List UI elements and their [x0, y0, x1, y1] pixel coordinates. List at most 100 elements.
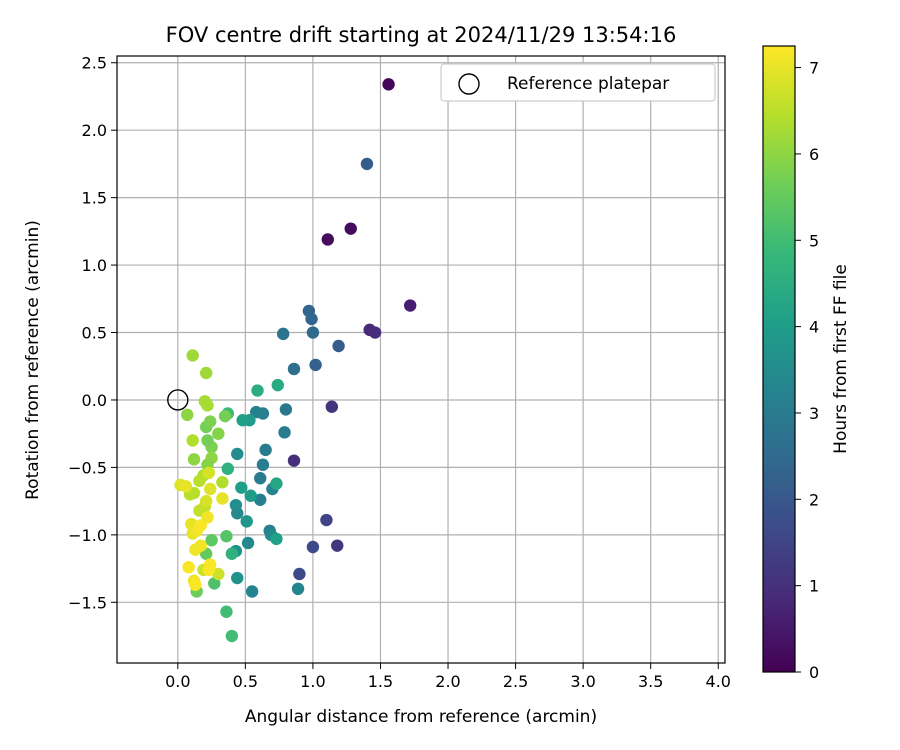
- data-point: [287, 362, 301, 376]
- data-point: [199, 366, 213, 380]
- data-point: [216, 492, 229, 505]
- x-tick-label: 3.5: [638, 672, 663, 691]
- plot-frame: [116, 55, 726, 664]
- grid-lines: [117, 56, 725, 663]
- colorbar-frame: [762, 45, 796, 673]
- y-tick-label: 0.5: [82, 324, 107, 343]
- data-point: [360, 157, 374, 171]
- x-tick-label: 4.0: [706, 672, 731, 691]
- colorbar-tick-label: 0: [809, 663, 819, 682]
- y-tick-label: 2.0: [82, 121, 107, 140]
- x-tick-label: 3.0: [570, 672, 595, 691]
- data-point: [218, 409, 232, 423]
- data-point: [251, 384, 264, 397]
- data-point: [212, 567, 225, 581]
- colorbar-tick-label: 3: [809, 404, 819, 423]
- y-tick-label: −1.0: [68, 526, 107, 545]
- legend-label-reference: Reference platepar: [507, 74, 669, 94]
- data-point: [189, 578, 202, 591]
- data-point: [220, 605, 233, 618]
- data-point: [331, 539, 344, 552]
- data-point: [187, 453, 201, 466]
- colorbar-tick-label: 2: [809, 490, 819, 509]
- plot-area: 0.0 0.5 1.0 1.5 2.0 2.5 3.0 3.5 4.0 −1.5 −1.0 −0.5…: [68, 54, 731, 691]
- x-tick-label: 0.5: [233, 672, 258, 691]
- data-point: [201, 399, 214, 412]
- data-point: [287, 454, 301, 467]
- data-point: [245, 585, 259, 598]
- plot-background: [117, 56, 725, 663]
- x-tick-label: 2.5: [503, 672, 528, 691]
- data-point: [306, 540, 320, 554]
- data-point: [205, 534, 218, 547]
- data-point: [193, 474, 206, 488]
- data-point: [344, 222, 357, 235]
- colorbar: 0 1 2 3 4 5 6 7 Hours from first FF file: [762, 45, 851, 682]
- x-axis-ticks: 0.0 0.5 1.0 1.5 2.0 2.5 3.0 3.5 4.0: [165, 663, 731, 691]
- data-point: [182, 561, 195, 574]
- data-point: [201, 434, 214, 447]
- x-tick-label: 2.0: [435, 672, 460, 691]
- data-point: [305, 312, 318, 326]
- data-point: [231, 447, 244, 461]
- data-point: [309, 358, 322, 372]
- data-point: [270, 532, 283, 546]
- data-point: [325, 400, 339, 413]
- data-point: [229, 498, 243, 512]
- data-point: [244, 489, 257, 502]
- colorbar-tick-label: 4: [809, 318, 819, 337]
- data-point: [241, 536, 255, 550]
- x-tick-label: 1.5: [368, 672, 393, 691]
- data-point: [306, 326, 320, 339]
- data-point: [321, 233, 334, 246]
- data-point: [179, 480, 193, 493]
- data-point: [199, 494, 213, 508]
- data-point: [235, 481, 248, 494]
- colorbar-fill: [763, 46, 795, 672]
- data-point: [201, 511, 214, 524]
- x-tick-label: 1.0: [300, 672, 325, 691]
- y-tick-label: 2.5: [82, 54, 107, 73]
- data-point: [279, 403, 293, 416]
- data-point: [291, 582, 305, 596]
- y-tick-label: −1.5: [68, 593, 107, 612]
- data-point: [254, 472, 267, 485]
- legend: Reference platepar: [440, 63, 716, 102]
- x-axis-label: Angular distance from reference (arcmin): [245, 707, 597, 727]
- data-point: [276, 327, 290, 341]
- data-point: [236, 414, 249, 427]
- y-tick-label: 1.0: [82, 256, 107, 275]
- data-point: [186, 434, 199, 447]
- data-point: [194, 539, 207, 552]
- data-point: [221, 462, 234, 475]
- data-point: [216, 476, 229, 489]
- y-tick-label: 1.5: [82, 189, 107, 208]
- colorbar-tick-label: 6: [809, 145, 819, 164]
- data-point: [240, 515, 253, 528]
- data-point: [186, 349, 199, 362]
- data-point: [181, 408, 194, 422]
- colorbar-label: Hours from first FF file: [831, 264, 851, 454]
- data-point: [202, 563, 216, 577]
- data-point: [320, 513, 333, 527]
- data-point: [278, 426, 291, 439]
- data-point: [204, 482, 217, 496]
- data-point: [208, 577, 221, 590]
- data-point: [271, 378, 284, 392]
- y-axis-label: Rotation from reference (arcmin): [23, 220, 43, 500]
- reference-layer: [167, 389, 189, 411]
- data-point: [231, 571, 244, 585]
- y-tick-label: 0.0: [82, 391, 107, 410]
- data-point: [254, 493, 267, 506]
- data-point: [225, 547, 239, 560]
- data-point: [332, 339, 345, 353]
- data-point: [256, 458, 270, 471]
- data-point: [403, 299, 417, 312]
- data-point: [202, 466, 216, 480]
- data-point: [225, 629, 239, 643]
- y-axis-ticks: −1.5 −1.0 −0.5 0.0 0.5 1.0 1.5 2.0 2.5: [68, 54, 117, 612]
- data-point: [293, 567, 306, 581]
- colorbar-tick-label: 7: [809, 59, 819, 78]
- colorbar-tick-label: 1: [809, 577, 819, 596]
